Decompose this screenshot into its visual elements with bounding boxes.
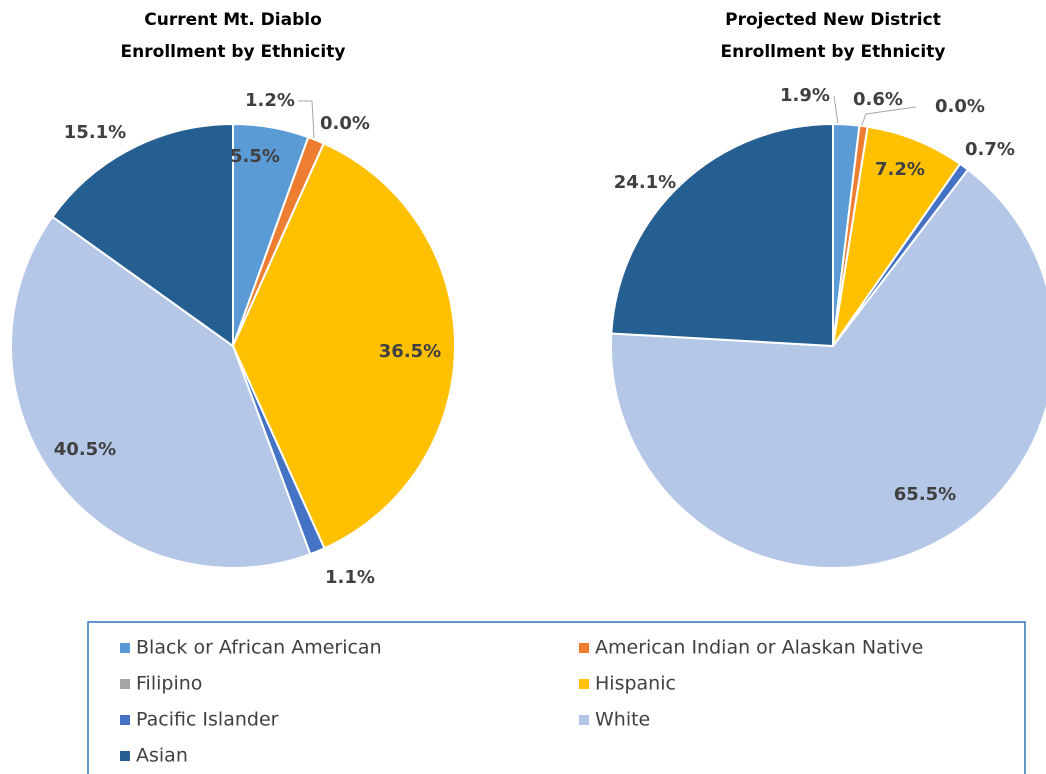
- legend-swatch: [579, 643, 589, 653]
- leader-line: [298, 100, 315, 139]
- data-label: 0.7%: [965, 139, 1015, 160]
- legend-label: White: [595, 709, 650, 731]
- data-label: 7.2%: [875, 159, 925, 180]
- chart-title: Current Mt. Diablo: [144, 10, 322, 30]
- data-label: 0.0%: [935, 96, 985, 117]
- pie-slice: [231, 142, 456, 550]
- legend-label: Pacific Islander: [136, 709, 279, 731]
- chart-title: Projected New District: [725, 10, 941, 30]
- pie-slice: [610, 168, 1046, 569]
- data-label: 1.1%: [325, 567, 375, 588]
- legend-swatch: [120, 679, 130, 689]
- legend-label: Black or African American: [136, 637, 382, 659]
- legend-swatch: [579, 715, 589, 725]
- data-label: 40.5%: [54, 439, 116, 460]
- legend-swatch: [120, 751, 130, 761]
- leader-line: [833, 95, 839, 125]
- legend-swatch: [120, 715, 130, 725]
- data-label: 0.6%: [853, 89, 903, 110]
- data-label: 1.2%: [245, 90, 295, 111]
- data-label: 36.5%: [379, 341, 441, 362]
- legend-swatch: [579, 679, 589, 689]
- legend-swatch: [120, 643, 130, 653]
- pie-slice: [610, 122, 834, 348]
- legend-label: Hispanic: [595, 673, 676, 695]
- data-label: 0.0%: [320, 113, 370, 134]
- legend-label: American Indian or Alaskan Native: [595, 637, 923, 659]
- data-label: 15.1%: [64, 122, 126, 143]
- chart-title: Enrollment by Ethnicity: [121, 42, 346, 62]
- pie-slice: [832, 125, 962, 347]
- pie-slice: [10, 215, 312, 569]
- legend-label: Filipino: [136, 673, 202, 695]
- legend-box: [87, 621, 1026, 774]
- legend-label: Asian: [136, 745, 188, 767]
- pie-slice: [51, 122, 234, 348]
- data-label: 24.1%: [614, 172, 676, 193]
- data-label: 65.5%: [894, 484, 956, 505]
- leader-line: [860, 106, 917, 128]
- data-label: 5.5%: [230, 146, 280, 167]
- chart-title: Enrollment by Ethnicity: [721, 42, 946, 62]
- data-label: 1.9%: [780, 85, 830, 106]
